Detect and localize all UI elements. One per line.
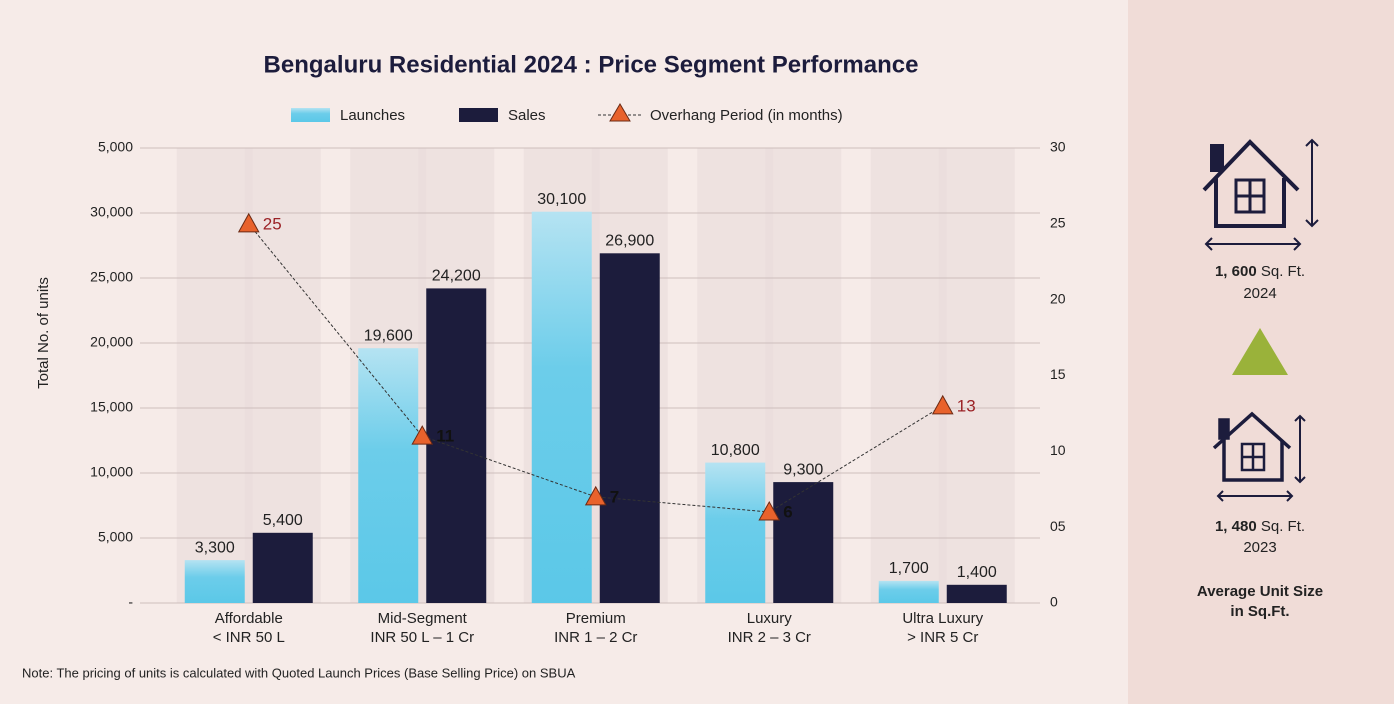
- x-tick-sublabel: INR 50 L – 1 Cr: [370, 629, 474, 646]
- y-tick-label: -: [128, 594, 133, 610]
- overhang-label: 6: [783, 502, 792, 521]
- house-icon: [1202, 138, 1319, 251]
- year-label: 2024: [1243, 285, 1276, 302]
- house-icon: [1212, 411, 1306, 502]
- overhang-label: 11: [436, 427, 454, 446]
- bar: [599, 253, 660, 604]
- value-label: 3,300: [195, 539, 235, 556]
- caption: Average Unit Size: [1197, 583, 1323, 600]
- value-label: 1,400: [957, 564, 997, 581]
- overhang-marker: [758, 500, 781, 521]
- legend-label: Launches: [340, 107, 405, 124]
- bar: [252, 532, 313, 603]
- bar: [184, 560, 245, 603]
- y2-tick-label: 0: [1050, 594, 1058, 610]
- chart-title: Bengaluru Residential 2024 : Price Segme…: [264, 51, 919, 78]
- x-tick-sublabel: > INR 5 Cr: [907, 629, 978, 646]
- x-tick-sublabel: INR 2 – 3 Cr: [728, 629, 811, 646]
- x-tick-label: Luxury: [747, 610, 793, 627]
- y-tick-label: 15,000: [90, 399, 133, 415]
- y-tick-label: 10,000: [90, 464, 133, 480]
- value-label: 24,200: [432, 268, 481, 285]
- column-stripe: [176, 148, 253, 603]
- value-label: 10,800: [711, 442, 760, 459]
- bar: [531, 211, 592, 603]
- x-tick-label: Ultra Luxury: [902, 610, 983, 627]
- overhang-label: 13: [957, 396, 976, 415]
- note: Note: The pricing of units is calculated…: [22, 665, 576, 680]
- overhang-line: [248, 223, 944, 513]
- overhang-label: 25: [263, 214, 282, 233]
- value-label: 26,900: [605, 233, 654, 250]
- bar: [878, 580, 939, 603]
- x-tick-sublabel: < INR 50 L: [213, 629, 285, 646]
- column-stripe: [870, 148, 947, 603]
- bar: [946, 584, 1007, 603]
- y-axis-title: Total No. of units: [35, 277, 52, 389]
- y-tick-label: 5,000: [98, 529, 133, 545]
- overhang-marker: [931, 394, 954, 415]
- y2-tick-label: 25: [1050, 215, 1066, 231]
- x-tick-label: Premium: [566, 610, 626, 627]
- overhang-marker: [584, 485, 607, 506]
- y-tick-label: 25,000: [90, 269, 133, 285]
- value-label: 9,300: [783, 461, 823, 478]
- y-tick-label: 5,000: [98, 139, 133, 155]
- y-tick-label: 30,000: [90, 204, 133, 220]
- x-tick-label: Affordable: [215, 610, 283, 627]
- size-label: 1, 480 Sq. Ft.: [1215, 518, 1305, 535]
- bar: [705, 462, 766, 603]
- value-label: 30,100: [537, 191, 586, 208]
- column-stripe: [244, 148, 321, 603]
- y2-tick-label: 15: [1050, 366, 1066, 382]
- overhang-marker: [237, 212, 260, 233]
- y2-tick-label: 10: [1050, 442, 1066, 458]
- bar: [426, 288, 487, 603]
- bar: [358, 348, 419, 603]
- legend-swatch: [291, 108, 330, 122]
- value-label: 1,700: [889, 560, 929, 577]
- x-tick-label: Mid-Segment: [378, 610, 468, 627]
- overhang-label: 7: [610, 487, 619, 506]
- legend-swatch: [459, 108, 498, 122]
- y2-tick-label: 20: [1050, 290, 1066, 306]
- legend-marker: [609, 103, 631, 122]
- y-tick-label: 20,000: [90, 334, 133, 350]
- y2-tick-label: 30: [1050, 139, 1066, 155]
- legend-label: Sales: [508, 107, 546, 124]
- size-label: 1, 600 Sq. Ft.: [1215, 263, 1305, 280]
- increase-indicator: [1232, 328, 1288, 375]
- bar: [773, 482, 834, 603]
- overhang-marker: [411, 425, 434, 445]
- legend-label: Overhang Period (in months): [650, 107, 843, 124]
- value-label: 5,400: [263, 512, 303, 529]
- year-label: 2023: [1243, 539, 1276, 556]
- caption: in Sq.Ft.: [1230, 603, 1289, 620]
- y2-tick-label: 05: [1050, 518, 1066, 534]
- x-tick-sublabel: INR 1 – 2 Cr: [554, 629, 637, 646]
- value-label: 19,600: [364, 327, 413, 344]
- column-stripe: [938, 148, 1015, 603]
